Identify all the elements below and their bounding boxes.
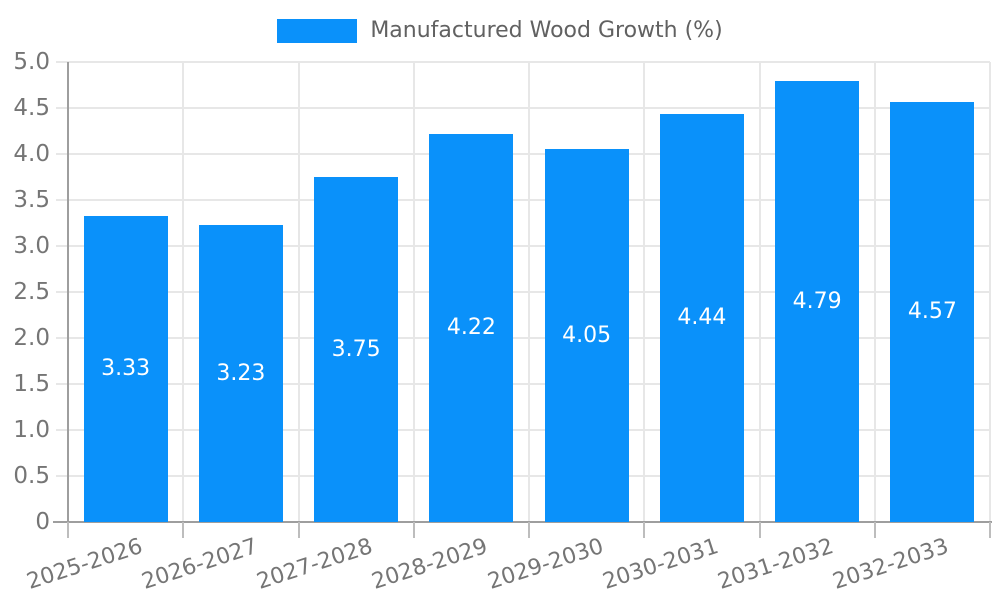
x-gridline bbox=[297, 62, 300, 522]
x-tick bbox=[528, 522, 530, 538]
bar-value-label: 4.05 bbox=[562, 323, 612, 349]
x-axis-line bbox=[53, 521, 992, 523]
bar: 3.75 bbox=[314, 177, 399, 522]
bar: 4.79 bbox=[775, 81, 860, 522]
x-gridline bbox=[758, 62, 761, 522]
y-tick-label: 3.0 bbox=[13, 233, 50, 259]
x-tick bbox=[412, 522, 415, 538]
y-gridline bbox=[56, 383, 990, 385]
x-tick bbox=[989, 522, 991, 538]
bar: 4.05 bbox=[544, 149, 629, 522]
x-tick bbox=[643, 522, 646, 538]
bar: 4.44 bbox=[659, 113, 744, 522]
bar: 4.57 bbox=[890, 101, 975, 522]
bar-value-label: 3.23 bbox=[216, 360, 266, 386]
y-gridline bbox=[56, 429, 990, 431]
bar-value-label: 3.33 bbox=[101, 356, 151, 382]
y-tick-label: 1.0 bbox=[13, 417, 50, 443]
x-tick bbox=[297, 522, 300, 538]
y-tick-label: 0 bbox=[35, 509, 50, 535]
x-tick-label: 2031-2032 bbox=[715, 534, 837, 595]
chart-legend: Manufactured Wood Growth (%) bbox=[0, 18, 1000, 43]
y-tick-label: 4.0 bbox=[13, 141, 50, 167]
x-tick bbox=[67, 522, 69, 538]
x-gridline bbox=[643, 62, 646, 522]
x-gridline bbox=[989, 62, 991, 522]
bar-value-label: 4.79 bbox=[792, 289, 842, 315]
x-tick-label: 2025-2026 bbox=[23, 534, 146, 595]
y-gridline bbox=[56, 475, 990, 477]
y-tick-label: 2.5 bbox=[13, 279, 50, 305]
bar-value-label: 4.44 bbox=[677, 305, 727, 331]
x-gridline bbox=[412, 62, 415, 522]
y-gridline bbox=[56, 107, 990, 109]
x-tick-label: 2032-2033 bbox=[830, 534, 953, 595]
bar: 4.22 bbox=[429, 133, 514, 522]
x-gridline bbox=[528, 62, 530, 522]
bar-value-label: 3.75 bbox=[331, 337, 381, 362]
x-tick bbox=[873, 522, 876, 538]
y-gridline bbox=[56, 245, 990, 247]
y-axis-line bbox=[67, 62, 69, 522]
y-gridline bbox=[56, 199, 990, 201]
bar-value-label: 4.22 bbox=[446, 315, 496, 341]
legend-swatch bbox=[277, 18, 358, 43]
x-tick bbox=[758, 522, 761, 538]
y-gridline bbox=[56, 291, 990, 293]
bar-value-label: 4.57 bbox=[907, 299, 957, 325]
y-tick-label: 3.5 bbox=[13, 187, 50, 213]
y-gridline bbox=[56, 153, 990, 155]
x-tick-label: 2029-2030 bbox=[484, 534, 607, 595]
y-tick-label: 2.0 bbox=[13, 325, 50, 351]
y-gridline bbox=[56, 337, 990, 339]
y-gridline bbox=[56, 61, 990, 63]
y-tick-label: 0.5 bbox=[13, 463, 50, 489]
bar: 3.33 bbox=[83, 215, 168, 522]
x-tick bbox=[182, 522, 185, 538]
legend-label: Manufactured Wood Growth (%) bbox=[370, 18, 723, 43]
x-tick-label: 2030-2031 bbox=[599, 534, 722, 595]
y-tick-label: 5.0 bbox=[13, 49, 50, 75]
y-tick-label: 1.5 bbox=[13, 371, 50, 397]
x-tick-label: 2027-2028 bbox=[254, 534, 376, 595]
x-tick-label: 2026-2027 bbox=[138, 534, 261, 595]
bar: 3.23 bbox=[198, 224, 283, 522]
y-tick-label: 4.5 bbox=[13, 95, 50, 121]
x-gridline bbox=[873, 62, 876, 522]
plot-area: 3.33 3.23 3.75 4.22 4.05 4.44 4.79 4.57 bbox=[53, 61, 992, 523]
x-gridline bbox=[182, 62, 185, 522]
x-tick-label: 2028-2029 bbox=[369, 534, 492, 595]
